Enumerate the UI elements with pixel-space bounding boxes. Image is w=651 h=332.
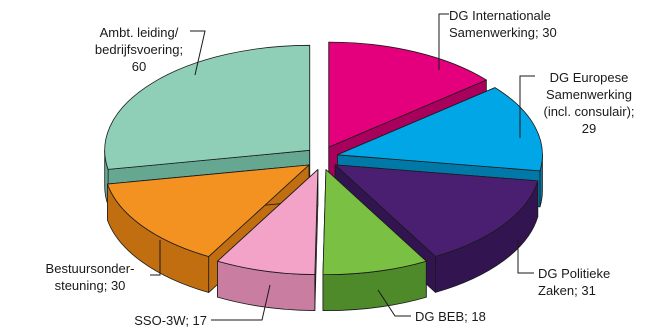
data-label-dg-politieke-zaken: DG Politieke Zaken; 31	[538, 266, 610, 298]
leader-line-sso-3w	[211, 284, 271, 321]
leader-line-dg-internationale-samenwerking	[438, 13, 449, 70]
leader-line-dg-politieke-zaken	[517, 240, 534, 274]
pie-slice-dg-beb	[322, 169, 427, 312]
data-label-dg-beb: DG BEB; 18	[415, 309, 486, 324]
data-label-sso-3w: SSO-3W; 17	[134, 313, 207, 328]
data-label-ambt-leiding-bedrijfsvoering: Ambt. leiding/bedrijfsvoering; 60	[95, 25, 183, 74]
leader-line-bestuursondersteuning	[150, 240, 161, 276]
leader-line-ambt-leiding-bedrijfsvoering	[190, 30, 206, 76]
leader-line-dg-europese-samenwerking-incl-consulair	[519, 75, 535, 138]
data-label-dg-europese-samenwerking-incl-consulair: DG Europese Samenwerking (incl. consulair)…	[543, 70, 634, 136]
data-label-bestuursondersteuning: Bestuursonder-steuning; 30	[46, 261, 135, 293]
leader-line-dg-beb	[377, 289, 411, 317]
data-label-dg-internationale-samenwerking: DG Internationale Samenwerking; 30	[449, 8, 557, 40]
pie-slice-sso-3w	[217, 169, 319, 311]
